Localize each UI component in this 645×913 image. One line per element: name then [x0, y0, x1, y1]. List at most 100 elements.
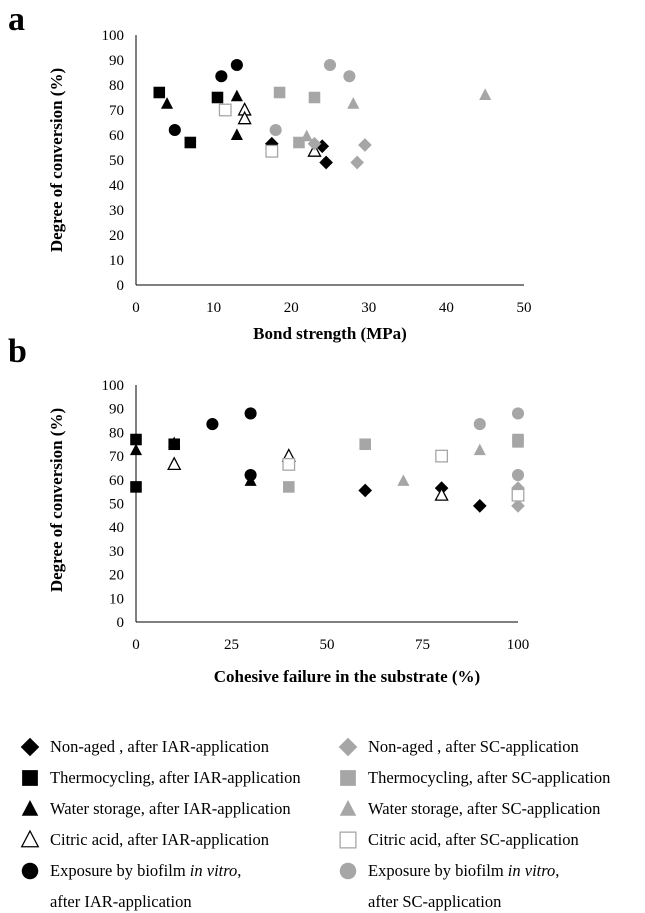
x-tick-label: 25: [224, 637, 239, 653]
data-point-thermo-sc: [273, 86, 286, 99]
legend-marker: [20, 737, 40, 757]
x-tick-label: 75: [415, 637, 430, 653]
legend-item-nonaged-sc: Non-aged , after SC-application: [338, 736, 579, 758]
panel-a-y-tick-labels: 0 10 20 30 40 50 60 70 80 90 100: [102, 28, 125, 294]
data-point-biofilm-iar: [168, 123, 181, 137]
x-tick-label: 10: [206, 300, 221, 316]
legend-marker: [21, 862, 39, 880]
legend-label: Citric acid, after IAR-application: [50, 830, 269, 849]
legend-label: Water storage, after IAR-application: [50, 799, 291, 818]
panel-a-data-points: [153, 58, 492, 170]
y-tick-label: 10: [109, 591, 124, 607]
data-point-nonaged-sc: [358, 138, 372, 152]
data-point-thermo-iar: [184, 136, 197, 149]
y-tick-label: 90: [109, 53, 124, 69]
legend-marker: [339, 862, 357, 880]
data-point-water-sc: [300, 129, 313, 142]
legend-symbol-open-triangle: [20, 829, 50, 851]
panel-a-letter: a: [8, 1, 25, 38]
panel-b-x-axis-title: Cohesive failure in the substrate (%): [214, 667, 480, 686]
data-point-water-iar: [160, 97, 174, 109]
data-point-citric-sc: [435, 449, 449, 463]
legend-marker: [338, 737, 358, 757]
legend-marker: [339, 800, 357, 816]
legend-symbol-black-triangle: [20, 798, 50, 820]
legend-label-line2: after SC-application: [368, 892, 502, 911]
panel-a-chart: a 0 10 20 30 40 50 60 70 80 90 100 0 10 20 30 40 50 Bon…: [8, 1, 532, 343]
legend-item-nonaged-iar: Non-aged , after IAR-application: [20, 736, 269, 758]
data-point-citric-iar: [167, 456, 182, 470]
data-point-thermo-iar: [130, 433, 142, 446]
legend-label-part: ,: [555, 861, 560, 880]
legend-item-water-sc: Water storage, after SC-application: [338, 798, 600, 820]
legend-marker: [340, 770, 356, 786]
data-point-biofilm-sc: [511, 469, 525, 482]
x-tick-label: 50: [517, 300, 532, 316]
legend-item-water-iar: Water storage, after IAR-application: [20, 798, 291, 820]
legend-label: Non-aged , after IAR-application: [50, 737, 269, 756]
y-tick-label: 70: [109, 103, 124, 119]
legend-item-thermo-iar: Thermocycling, after IAR-application: [20, 767, 301, 789]
legend-symbol-gray-triangle: [338, 798, 368, 820]
y-tick-label: 70: [109, 449, 124, 465]
data-point-citric-iar: [434, 487, 449, 501]
data-point-water-iar: [230, 89, 243, 102]
data-point-citric-iar: [237, 110, 252, 125]
data-point-biofilm-iar: [244, 469, 257, 482]
data-point-thermo-iar: [130, 481, 142, 493]
data-point-citric-sc: [218, 103, 232, 117]
data-point-citric-sc: [265, 144, 279, 158]
legend-symbol-gray-diamond: [338, 736, 368, 758]
legend-label-part: Exposure by biofilm: [368, 861, 508, 880]
data-point-thermo-sc: [359, 438, 371, 451]
legend-label: Water storage, after SC-application: [368, 799, 601, 818]
legend-label-italic: in vitro: [189, 861, 238, 880]
data-point-water-sc: [347, 97, 360, 109]
data-point-citric-sc: [511, 488, 525, 502]
y-tick-label: 30: [109, 203, 124, 219]
legend-symbol-black-square: [20, 767, 50, 789]
y-tick-label: 90: [109, 402, 124, 418]
legend-item-citric-iar: Citric acid, after IAR-application: [20, 829, 269, 851]
legend-symbol-open-square: [338, 829, 368, 851]
x-tick-label: 40: [439, 300, 454, 316]
legend-marker: [21, 800, 39, 816]
data-point-thermo-iar: [153, 86, 166, 99]
legend-item-thermo-sc: Thermocycling, after SC-application: [338, 767, 610, 789]
data-point-thermo-sc: [283, 481, 295, 493]
data-point-water-sc: [473, 443, 486, 456]
panel-a-x-axis-title: Bond strength (MPa): [253, 324, 407, 343]
legend-label: Thermocycling, after IAR-application: [50, 768, 301, 787]
legend-label-part: ,: [237, 861, 242, 880]
data-point-biofilm-sc: [511, 407, 525, 420]
legend-label-line2: after IAR-application: [50, 892, 192, 911]
legend-marker: [22, 770, 38, 786]
x-tick-label: 0: [132, 637, 140, 653]
data-point-thermo-sc: [512, 436, 524, 448]
y-tick-label: 40: [109, 178, 124, 194]
y-tick-label: 0: [117, 278, 125, 294]
data-point-biofilm-iar: [206, 418, 219, 431]
data-point-nonaged-sc: [350, 155, 364, 170]
data-point-nonaged-iar: [358, 483, 373, 498]
legend-marker: [339, 831, 357, 849]
legend-symbol-black-diamond: [20, 736, 50, 758]
y-tick-label: 60: [109, 128, 124, 144]
y-tick-label: 0: [117, 615, 125, 631]
data-point-thermo-iar: [211, 91, 224, 104]
data-point-water-iar: [129, 443, 143, 456]
data-point-water-iar: [230, 128, 243, 140]
x-tick-label: 100: [507, 637, 530, 653]
y-tick-label: 20: [109, 228, 124, 244]
legend-label: Non-aged , after SC-application: [368, 737, 579, 756]
x-tick-label: 30: [361, 300, 376, 316]
y-tick-label: 60: [109, 473, 124, 489]
data-point-nonaged-sc: [511, 481, 525, 495]
legend-label: Exposure by biofilm in vitro, after SC-a…: [368, 860, 559, 913]
data-point-nonaged-sc: [511, 499, 525, 513]
legend-label-italic: in vitro: [507, 861, 556, 880]
y-tick-label: 100: [102, 28, 125, 44]
data-point-thermo-sc: [308, 91, 321, 104]
x-tick-label: 50: [320, 637, 335, 653]
